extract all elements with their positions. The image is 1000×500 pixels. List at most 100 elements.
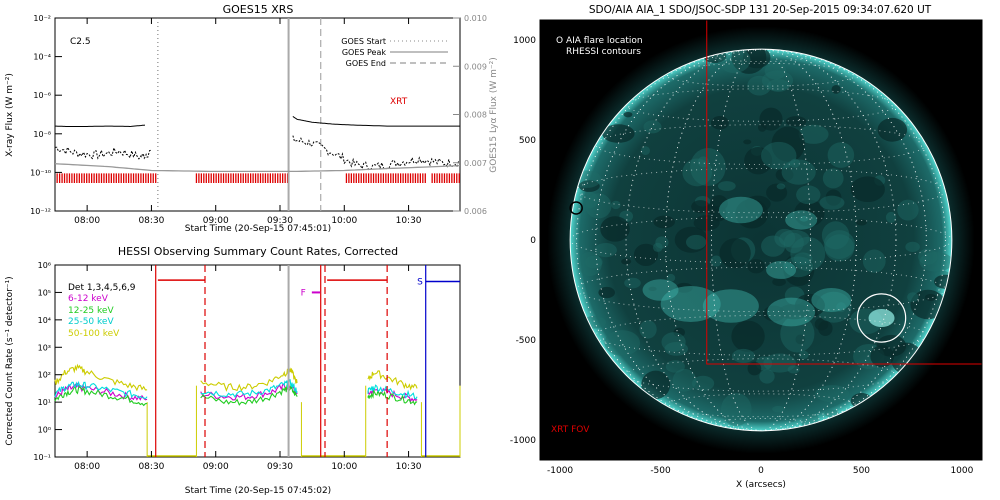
solar-feature [761,141,797,170]
goes-red-bars [56,173,460,184]
goes-y2-tick-label: 0.010 [464,14,487,23]
solar-feature [816,291,852,323]
hessi-legend-50-100: 50-100 keV [68,329,120,339]
active-region [702,289,759,323]
active-region [811,288,852,312]
solar-feature [776,183,786,190]
solar-feature [766,183,788,202]
solar-feature [822,168,844,189]
goes-series [54,116,461,173]
goes-legend-end: GOES End [346,59,386,68]
solar-feature [672,368,697,392]
longitude-line [625,49,897,431]
solar-feature [602,124,635,143]
hessi-y-tick-label: 10¹ [38,398,51,407]
hessi-attenuator [146,385,461,457]
solar-feature [666,273,676,282]
solar-feature [759,107,783,131]
goes-y-tick-label: 10⁻² [33,14,51,23]
goes-y2-tick-label: 0.008 [464,111,487,120]
solar-feature [611,200,621,210]
solar-feature [796,185,821,205]
hessi-flags: FS [301,277,423,298]
aia-x-tick-label: 0 [758,466,764,476]
solar-feature [747,75,772,96]
goes-series-line [55,124,146,128]
active-region [718,196,763,224]
goes-x-tick-label: 08:00 [74,216,100,226]
aia-x-tick-label: -500 [650,466,671,476]
solar-feature [652,242,663,252]
goes-x-tick-label: 10:30 [396,216,422,226]
hessi-x-tick-label: 09:00 [203,462,229,472]
hessi-panel: HESSI Observing Summary Count Rates, Cor… [5,245,461,496]
solar-feature [790,158,801,168]
goes-series-line [54,146,152,160]
hessi-series-50-100-kev [200,367,298,392]
hessi-frame [54,264,461,458]
goes-y2-tick-label: 0.009 [464,62,487,71]
solar-feature [594,242,617,258]
solar-feature [772,277,786,287]
aia-x-tick-label: 1000 [950,466,973,476]
longitude-line [665,49,857,431]
goes-y2-ticks: 0.006 0.007 0.008 0.009 0.010 [453,14,487,216]
goes-title: GOES15 XRS [223,3,294,16]
active-region [660,286,721,322]
goes-legend-peak: GOES Peak [342,48,387,57]
hessi-x-tick-label: 08:30 [138,462,164,472]
solar-feature [598,286,616,299]
goes-x-tick-label: 09:30 [267,216,293,226]
rhessi-contour [856,293,907,343]
solar-feature [787,365,800,374]
aia-y-ticks: -1000 -500 0 500 1000 [510,36,547,446]
hessi-y-tick-label: 10⁻¹ [33,453,51,462]
hessi-ylabel: Corrected Count Rate (s⁻¹ detector⁻¹) [5,276,15,445]
goes-x-tick-label: 10:00 [331,216,357,226]
solar-feature [731,320,765,352]
aia-legend-flare: O AIA flare location [556,36,643,46]
active-region [767,297,816,327]
solar-feature [783,256,814,278]
solar-feature [744,147,773,175]
solar-feature [885,211,897,223]
solar-feature [584,255,603,269]
solar-feature [790,236,826,271]
solar-feature [719,238,751,269]
solar-feature [675,282,693,293]
solar-feature [661,332,686,352]
active-region [642,279,679,301]
solar-feature [850,176,885,203]
longitude-line [576,49,946,431]
solar-feature [710,255,722,267]
solar-feature [731,348,755,363]
hessi-y-tick-label: 10⁰ [38,426,51,435]
solar-feature [685,234,707,250]
solar-feature [648,286,657,292]
solar-feature [897,199,919,221]
flare-kernel [868,309,895,327]
aia-title: SDO/AIA AIA_1 SDO/JSOC-SDP 131 20-Sep-20… [589,4,932,16]
solar-feature [798,124,829,144]
aia-xlabel: X (arcsecs) [736,480,786,490]
solar-feature [821,221,850,250]
solar-feature [827,142,855,168]
hessi-x-tick-label: 08:00 [74,462,100,472]
solar-feature [697,156,709,168]
aia-flare-location-marker [569,201,583,215]
goes-y-tick-label: 10⁻¹² [30,207,51,216]
aia-x-tick-label: 500 [853,466,870,476]
hessi-y-tick-label: 10³ [38,343,51,352]
aia-y-tick-label: 1000 [513,36,536,46]
solar-feature [818,320,833,336]
solar-active-regions [572,49,952,431]
hessi-vlines [155,265,460,457]
solar-feature [783,232,804,254]
solar-feature [585,193,612,219]
solar-feature [653,215,675,229]
goes-x-tick-label: 08:30 [138,216,164,226]
solar-feature [862,249,886,273]
solar-feature [785,116,807,127]
solar-feature [641,370,671,400]
